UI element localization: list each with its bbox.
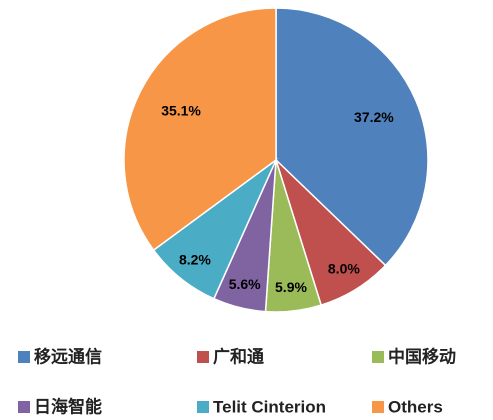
pie-slice xyxy=(123,7,277,252)
data-label: 5.9% xyxy=(275,279,307,295)
legend-swatch xyxy=(197,401,209,413)
legend-label: 移远通信 xyxy=(34,346,102,366)
legend-label: 广和通 xyxy=(213,346,264,366)
legend-swatch xyxy=(197,351,209,363)
pie-slice xyxy=(275,7,429,267)
data-label: 8.2% xyxy=(179,251,211,267)
legend-label: 中国移动 xyxy=(388,346,456,366)
legend-label: Telit Cinterion xyxy=(213,397,326,416)
legend-swatch xyxy=(18,351,30,363)
data-label: 8.0% xyxy=(328,261,360,277)
legend-label: 日海智能 xyxy=(34,396,102,416)
data-label: 5.6% xyxy=(229,276,261,292)
data-label: 35.1% xyxy=(161,103,201,119)
data-label: 37.2% xyxy=(354,109,394,125)
legend-swatch xyxy=(372,351,384,363)
legend-label: Others xyxy=(388,397,443,416)
legend-swatch xyxy=(372,401,384,413)
legend-swatch xyxy=(18,401,30,413)
